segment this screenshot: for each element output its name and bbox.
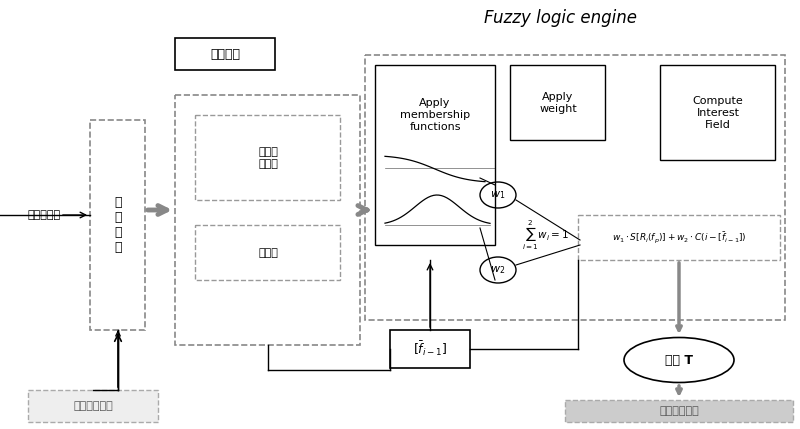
Bar: [660, 65, 775, 160]
Text: 连续性: 连续性: [258, 248, 278, 258]
Text: $w_1$: $w_1$: [490, 189, 506, 201]
Text: Apply
weight: Apply weight: [539, 92, 577, 114]
Text: 信号处理后: 信号处理后: [28, 210, 61, 220]
Bar: [565, 400, 793, 422]
Text: $\sum_{i=1}^{2}w_i=1$: $\sum_{i=1}^{2}w_i=1$: [522, 218, 568, 251]
Text: 谱对称
谱强度: 谱对称 谱强度: [258, 147, 278, 169]
Text: Apply
membership
functions: Apply membership functions: [400, 98, 470, 132]
Bar: [390, 330, 470, 368]
Text: Fuzzy logic engine: Fuzzy logic engine: [483, 9, 637, 27]
Bar: [175, 95, 360, 345]
Text: 谱
预
处
理: 谱 预 处 理: [114, 196, 122, 254]
Bar: [578, 215, 780, 260]
Text: 快速中值滤波: 快速中值滤波: [73, 401, 113, 411]
Text: Compute
Interest
Field: Compute Interest Field: [693, 97, 743, 130]
Text: $w_2$: $w_2$: [490, 264, 506, 276]
Bar: [175, 38, 275, 70]
Bar: [90, 120, 145, 330]
Text: $w_1 \cdot S[R_i(f_p)]+w_2 \cdot C(i-[\bar{f}_{i-1}])$: $w_1 \cdot S[R_i(f_p)]+w_2 \cdot C(i-[\b…: [612, 230, 746, 245]
Bar: [28, 390, 158, 422]
Bar: [195, 225, 340, 280]
Text: 门限 T: 门限 T: [665, 353, 693, 366]
Bar: [375, 65, 495, 245]
Text: 识别谱回波器: 识别谱回波器: [659, 406, 699, 416]
Bar: [365, 55, 785, 320]
Bar: [195, 115, 340, 200]
Text: $[\bar{f}_{i-1}]$: $[\bar{f}_{i-1}]$: [413, 340, 447, 358]
Text: 特征提取: 特征提取: [210, 48, 240, 60]
Bar: [510, 65, 605, 140]
